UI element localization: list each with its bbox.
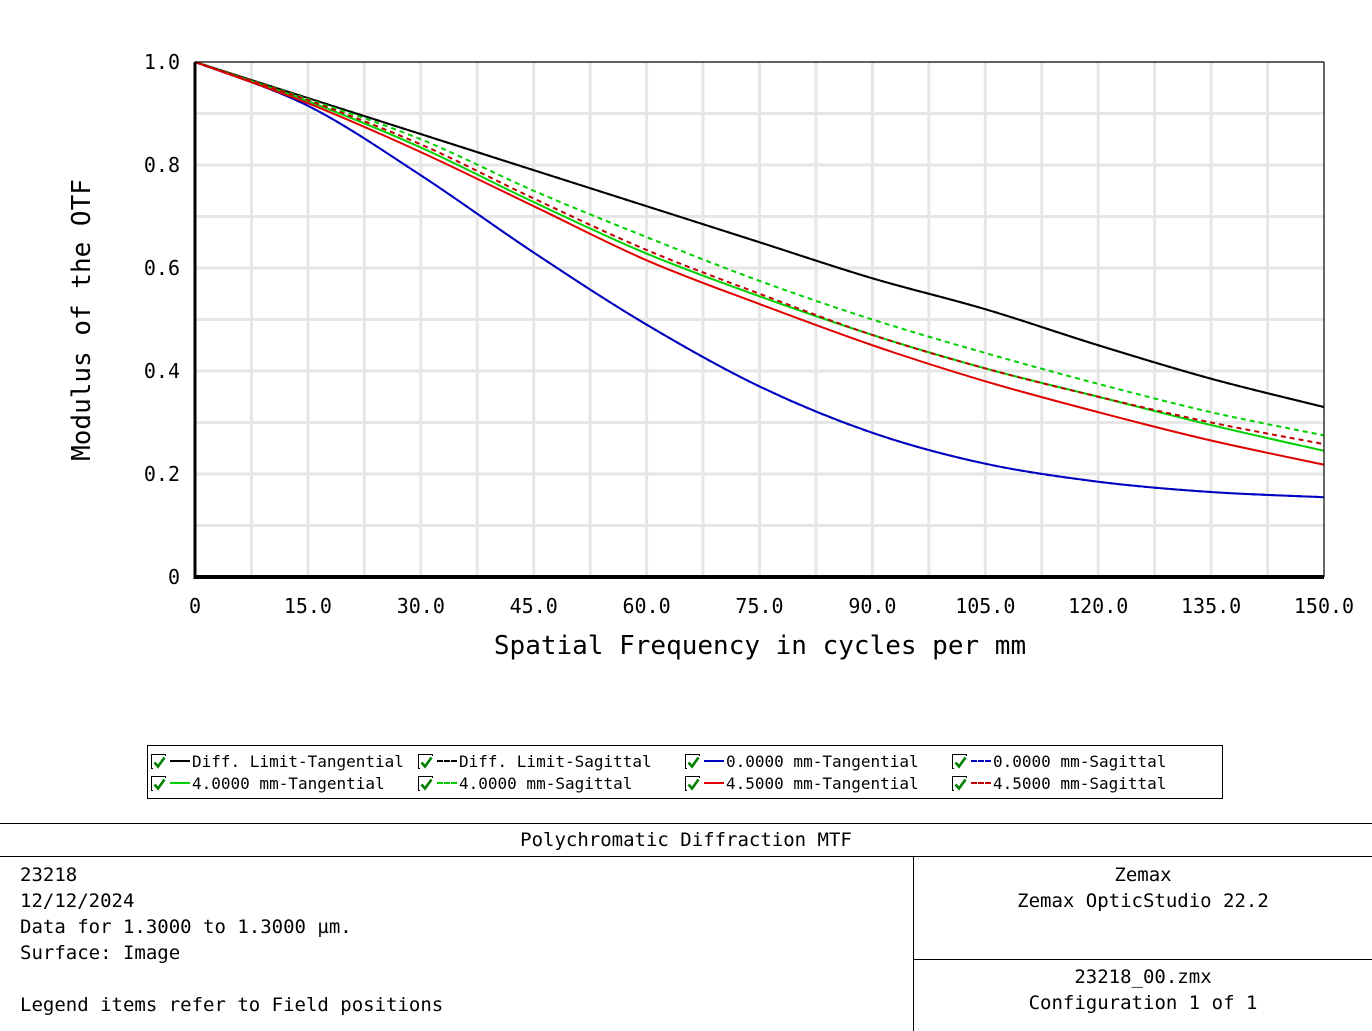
axes bbox=[193, 61, 1325, 579]
legend-checkbox[interactable] bbox=[952, 753, 967, 769]
series-line-4-5000-mm-sagittal bbox=[194, 61, 1325, 446]
info-panel: Polychromatic Diffraction MTF 23218 12/1… bbox=[0, 823, 1372, 1031]
legend-item[interactable]: 0.0000 mm-Sagittal bbox=[952, 751, 1166, 771]
legend-item[interactable]: Diff. Limit-Tangential bbox=[151, 751, 404, 771]
legend-item[interactable]: Diff. Limit-Sagittal bbox=[418, 751, 652, 771]
legend-checkbox[interactable] bbox=[151, 775, 166, 791]
legend-label: Diff. Limit-Sagittal bbox=[459, 751, 652, 771]
analysis-info: 23218 12/12/2024 Data for 1.3000 to 1.30… bbox=[20, 862, 443, 1018]
check-icon bbox=[687, 777, 700, 791]
info-line: Legend items refer to Field positions bbox=[20, 994, 444, 1016]
software-info: Zemax Zemax OpticStudio 22.2 bbox=[914, 857, 1372, 960]
legend-item[interactable]: 4.5000 mm-Sagittal bbox=[952, 773, 1166, 793]
legend-line-swatch bbox=[704, 760, 724, 762]
info-line: 12/12/2024 bbox=[20, 890, 135, 912]
series-line-4-5000-mm-tangential bbox=[194, 61, 1325, 466]
legend-item[interactable]: 0.0000 mm-Tangential bbox=[685, 751, 919, 771]
info-line: 23218 bbox=[20, 864, 78, 886]
legend-label: 0.0000 mm-Sagittal bbox=[993, 751, 1167, 771]
series-line-4-0000-mm-tangential bbox=[194, 61, 1325, 452]
legend-item[interactable]: 4.0000 mm-Sagittal bbox=[418, 773, 632, 793]
info-line: Data for 1.3000 to 1.3000 µm. bbox=[20, 916, 352, 938]
x-tick-label: 105.0 bbox=[955, 594, 1015, 618]
configuration-label: Configuration 1 of 1 bbox=[1028, 992, 1258, 1014]
series-lines bbox=[194, 61, 1325, 499]
legend-checkbox[interactable] bbox=[685, 753, 700, 769]
legend-checkbox[interactable] bbox=[151, 753, 166, 769]
check-icon bbox=[420, 777, 433, 791]
y-tick-label: 0.8 bbox=[144, 153, 180, 177]
y-tick-label: 0.4 bbox=[144, 359, 180, 383]
file-info: 23218_00.zmx Configuration 1 of 1 bbox=[914, 960, 1372, 1031]
legend-checkbox[interactable] bbox=[418, 775, 433, 791]
x-tick-label: 15.0 bbox=[284, 594, 332, 618]
legend-checkbox[interactable] bbox=[418, 753, 433, 769]
series-line-diff-limit-sagittal bbox=[194, 61, 1325, 409]
x-tick-label: 90.0 bbox=[848, 594, 896, 618]
series-line-0-0000-mm-sagittal bbox=[194, 61, 1325, 499]
legend-item[interactable]: 4.5000 mm-Tangential bbox=[685, 773, 919, 793]
legend-label: 4.0000 mm-Tangential bbox=[192, 773, 385, 793]
legend-checkbox[interactable] bbox=[952, 775, 967, 791]
legend-line-swatch bbox=[704, 782, 724, 784]
file-name: 23218_00.zmx bbox=[1074, 966, 1212, 988]
x-tick-label: 60.0 bbox=[623, 594, 671, 618]
y-tick-label: 0 bbox=[168, 565, 180, 589]
x-tick-label: 45.0 bbox=[510, 594, 558, 618]
legend-line-swatch bbox=[971, 782, 991, 784]
info-line: Surface: Image bbox=[20, 942, 181, 964]
y-tick-label: 1.0 bbox=[144, 50, 180, 74]
mtf-chart: 0 15.0 30.0 45.0 60.0 75.0 90.0 105.0 120.0 135.0… bbox=[67, 50, 1354, 661]
x-tick-label: 120.0 bbox=[1068, 594, 1128, 618]
x-tick-label: 150.0 bbox=[1294, 594, 1354, 618]
tick-labels: 0 15.0 30.0 45.0 60.0 75.0 90.0 105.0 120.0 135.0… bbox=[144, 50, 1354, 618]
legend-label: 4.0000 mm-Sagittal bbox=[459, 773, 633, 793]
legend-label: 0.0000 mm-Tangential bbox=[726, 751, 919, 771]
check-icon bbox=[153, 755, 166, 769]
check-icon bbox=[153, 777, 166, 791]
check-icon bbox=[954, 755, 967, 769]
legend-line-swatch bbox=[170, 782, 190, 784]
legend-checkbox[interactable] bbox=[685, 775, 700, 791]
panel-divider bbox=[913, 857, 914, 1031]
legend-label: Diff. Limit-Tangential bbox=[192, 751, 404, 771]
legend-line-swatch bbox=[437, 760, 457, 762]
series-line-4-0000-mm-sagittal bbox=[194, 61, 1325, 437]
x-tick-label: 135.0 bbox=[1181, 594, 1241, 618]
x-tick-label: 30.0 bbox=[397, 594, 445, 618]
info-line bbox=[20, 966, 443, 992]
y-axis-title: Modulus of the OTF bbox=[67, 179, 97, 461]
legend-label: 4.5000 mm-Tangential bbox=[726, 773, 919, 793]
check-icon bbox=[687, 755, 700, 769]
check-icon bbox=[420, 755, 433, 769]
x-axis-title: Spatial Frequency in cycles per mm bbox=[494, 631, 1026, 661]
x-tick-label: 75.0 bbox=[735, 594, 783, 618]
legend-item[interactable]: 4.0000 mm-Tangential bbox=[151, 773, 385, 793]
vendor-name: Zemax bbox=[1114, 864, 1172, 886]
legend-line-swatch bbox=[971, 760, 991, 762]
software-version: Zemax OpticStudio 22.2 bbox=[1017, 890, 1269, 912]
legend: Diff. Limit-Tangential Diff. Limit-Sagitt… bbox=[147, 745, 1223, 799]
y-tick-label: 0.6 bbox=[144, 256, 180, 280]
legend-line-swatch bbox=[170, 760, 190, 762]
legend-line-swatch bbox=[437, 782, 457, 784]
x-tick-label: 0 bbox=[189, 594, 201, 618]
check-icon bbox=[954, 777, 967, 791]
legend-label: 4.5000 mm-Sagittal bbox=[993, 773, 1167, 793]
y-tick-label: 0.2 bbox=[144, 462, 180, 486]
panel-title: Polychromatic Diffraction MTF bbox=[0, 824, 1372, 857]
